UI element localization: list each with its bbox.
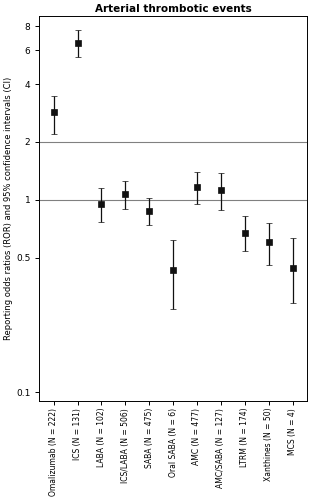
Title: Arterial thrombotic events: Arterial thrombotic events [95,4,252,14]
Y-axis label: Reporting odds ratios (ROR) and 95% confidence intervals (CI): Reporting odds ratios (ROR) and 95% conf… [4,77,13,340]
